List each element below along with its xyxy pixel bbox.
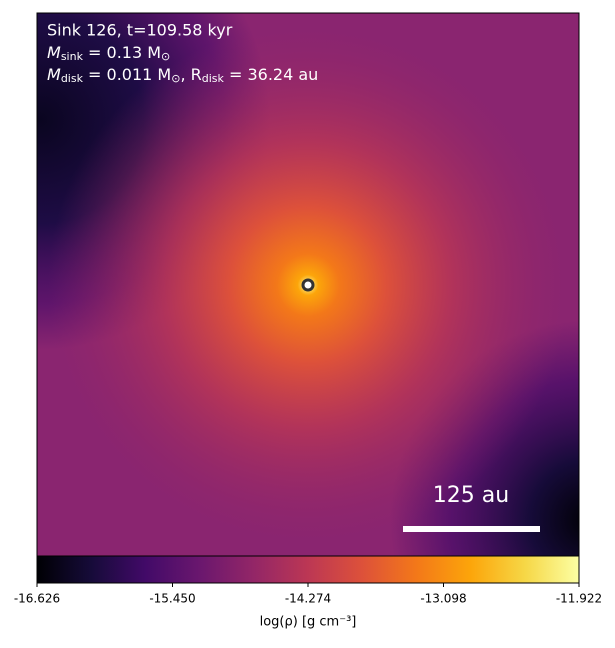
colorbar bbox=[36, 555, 580, 584]
colorbar-tick-label: -15.450 bbox=[149, 592, 195, 606]
colorbar-tick-label: -16.626 bbox=[14, 592, 60, 606]
sink-marker bbox=[301, 278, 315, 292]
annotation: Mdisk = 0.011 M⊙, Rdisk = 36.24 au bbox=[47, 65, 318, 86]
annotation: Sink 126, t=109.58 kyr bbox=[47, 21, 233, 40]
scale-bar bbox=[403, 526, 540, 532]
colorbar-label: log(ρ) [g cm⁻³] bbox=[260, 615, 357, 630]
colorbar-tick-label: -13.098 bbox=[420, 592, 466, 606]
scale-bar-label: 125 au bbox=[433, 483, 509, 508]
colorbar-tick-label: -11.922 bbox=[556, 592, 602, 606]
colorbar-tick-label: -14.274 bbox=[285, 592, 331, 606]
annotation: Msink = 0.13 M⊙ bbox=[47, 43, 170, 64]
